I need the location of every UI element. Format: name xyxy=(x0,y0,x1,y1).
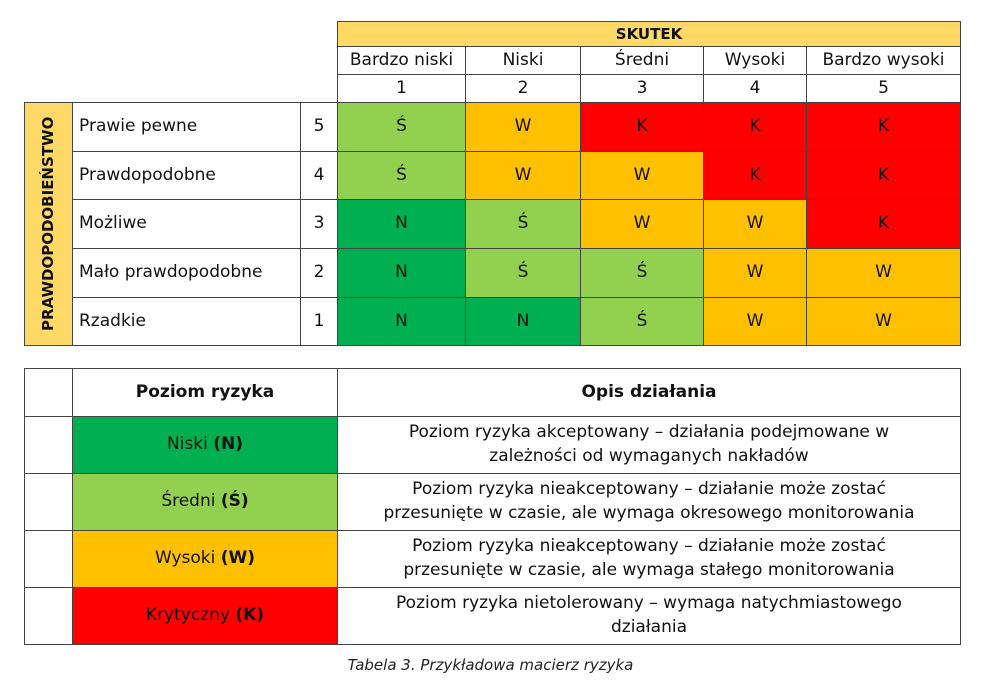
risk-cell: W xyxy=(806,248,961,298)
risk-cell: Ś xyxy=(337,102,466,152)
row-label: Prawie pewne xyxy=(72,102,301,152)
legend-level: Wysoki (W) xyxy=(72,530,338,588)
risk-cell: K xyxy=(703,151,807,200)
risk-cell: W xyxy=(465,102,581,152)
caption: Tabela 3. Przykładowa macierz ryzyka xyxy=(347,656,634,674)
column-number: 5 xyxy=(806,74,961,103)
level-code: (N) xyxy=(213,434,244,455)
risk-cell: W xyxy=(703,297,807,346)
column-name: Średni xyxy=(580,46,704,75)
legend-description: Poziom ryzyka nietolerowany – wymaga nat… xyxy=(337,587,961,645)
risk-cell: W xyxy=(806,297,961,346)
risk-cell: Ś xyxy=(580,297,704,346)
risk-cell: W xyxy=(703,199,807,249)
description-line: Poziom ryzyka nieakceptowany – działanie… xyxy=(412,536,886,557)
level-code: (K) xyxy=(235,605,265,626)
column-number: 4 xyxy=(703,74,807,103)
risk-cell: N xyxy=(337,248,466,298)
risk-cell: K xyxy=(580,102,704,152)
description-line: zależności od wymaganych nakładów xyxy=(489,446,809,466)
risk-cell: W xyxy=(580,199,704,249)
column-name: Bardzo wysoki xyxy=(806,46,961,75)
level-code: (Ś) xyxy=(220,491,249,512)
row-label: Mało prawdopodobne xyxy=(72,248,301,298)
risk-cell: W xyxy=(580,151,704,200)
column-name: Niski xyxy=(465,46,581,75)
legend-header: Opis działania xyxy=(337,368,961,417)
risk-cell: K xyxy=(703,102,807,152)
legend-blank xyxy=(24,530,73,588)
risk-cell: K xyxy=(806,199,961,249)
legend-description: Poziom ryzyka nieakceptowany – działanie… xyxy=(337,473,961,531)
risk-cell: N xyxy=(337,199,466,249)
level-name: Wysoki xyxy=(154,548,216,569)
column-number: 1 xyxy=(337,74,466,103)
risk-cell: Ś xyxy=(465,199,581,249)
risk-cell: K xyxy=(806,102,961,152)
row-number: 4 xyxy=(300,151,338,200)
column-name: Wysoki xyxy=(703,46,807,75)
legend-corner xyxy=(24,368,73,417)
risk-cell: Ś xyxy=(465,248,581,298)
legend-level: Krytyczny (K) xyxy=(72,587,338,645)
column-name: Bardzo niski xyxy=(337,46,466,75)
description-line: Poziom ryzyka nietolerowany – wymaga nat… xyxy=(396,593,902,614)
effect-header: SKUTEK xyxy=(337,21,961,47)
legend-level: Niski (N) xyxy=(72,416,338,474)
risk-cell: Ś xyxy=(580,248,704,298)
column-number: 2 xyxy=(465,74,581,103)
row-number: 5 xyxy=(300,102,338,152)
row-number: 2 xyxy=(300,248,338,298)
level-code: (W) xyxy=(220,548,256,569)
row-number: 1 xyxy=(300,297,338,346)
legend-description: Poziom ryzyka akceptowany – działania po… xyxy=(337,416,961,474)
risk-cell: N xyxy=(465,297,581,346)
description-line: Poziom ryzyka akceptowany – działania po… xyxy=(408,422,890,443)
risk-cell: W xyxy=(703,248,807,298)
description-line: działania xyxy=(610,617,688,637)
level-name: Krytyczny xyxy=(145,605,230,626)
row-label: Możliwe xyxy=(72,199,301,249)
risk-cell: N xyxy=(337,297,466,346)
legend-level: Średni (Ś) xyxy=(72,473,338,531)
description-line: przesunięte w czasie, ale wymaga stałego… xyxy=(403,560,895,580)
probability-header: PRAWDOPODOBIEŃSTWO xyxy=(24,102,73,346)
description-line: przesunięte w czasie, ale wymaga okresow… xyxy=(383,503,915,523)
level-name: Średni xyxy=(161,491,216,512)
risk-cell: K xyxy=(806,151,961,200)
risk-cell: W xyxy=(465,151,581,200)
row-label: Prawdopodobne xyxy=(72,151,301,200)
column-number: 3 xyxy=(580,74,704,103)
legend-blank xyxy=(24,416,73,474)
legend-blank xyxy=(24,587,73,645)
legend-header: Poziom ryzyka xyxy=(72,368,338,417)
risk-cell: Ś xyxy=(337,151,466,200)
legend-blank xyxy=(24,473,73,531)
row-label: Rzadkie xyxy=(72,297,301,346)
row-number: 3 xyxy=(300,199,338,249)
legend-description: Poziom ryzyka nieakceptowany – działanie… xyxy=(337,530,961,588)
level-name: Niski xyxy=(166,434,208,455)
description-line: Poziom ryzyka nieakceptowany – działanie… xyxy=(412,479,886,500)
